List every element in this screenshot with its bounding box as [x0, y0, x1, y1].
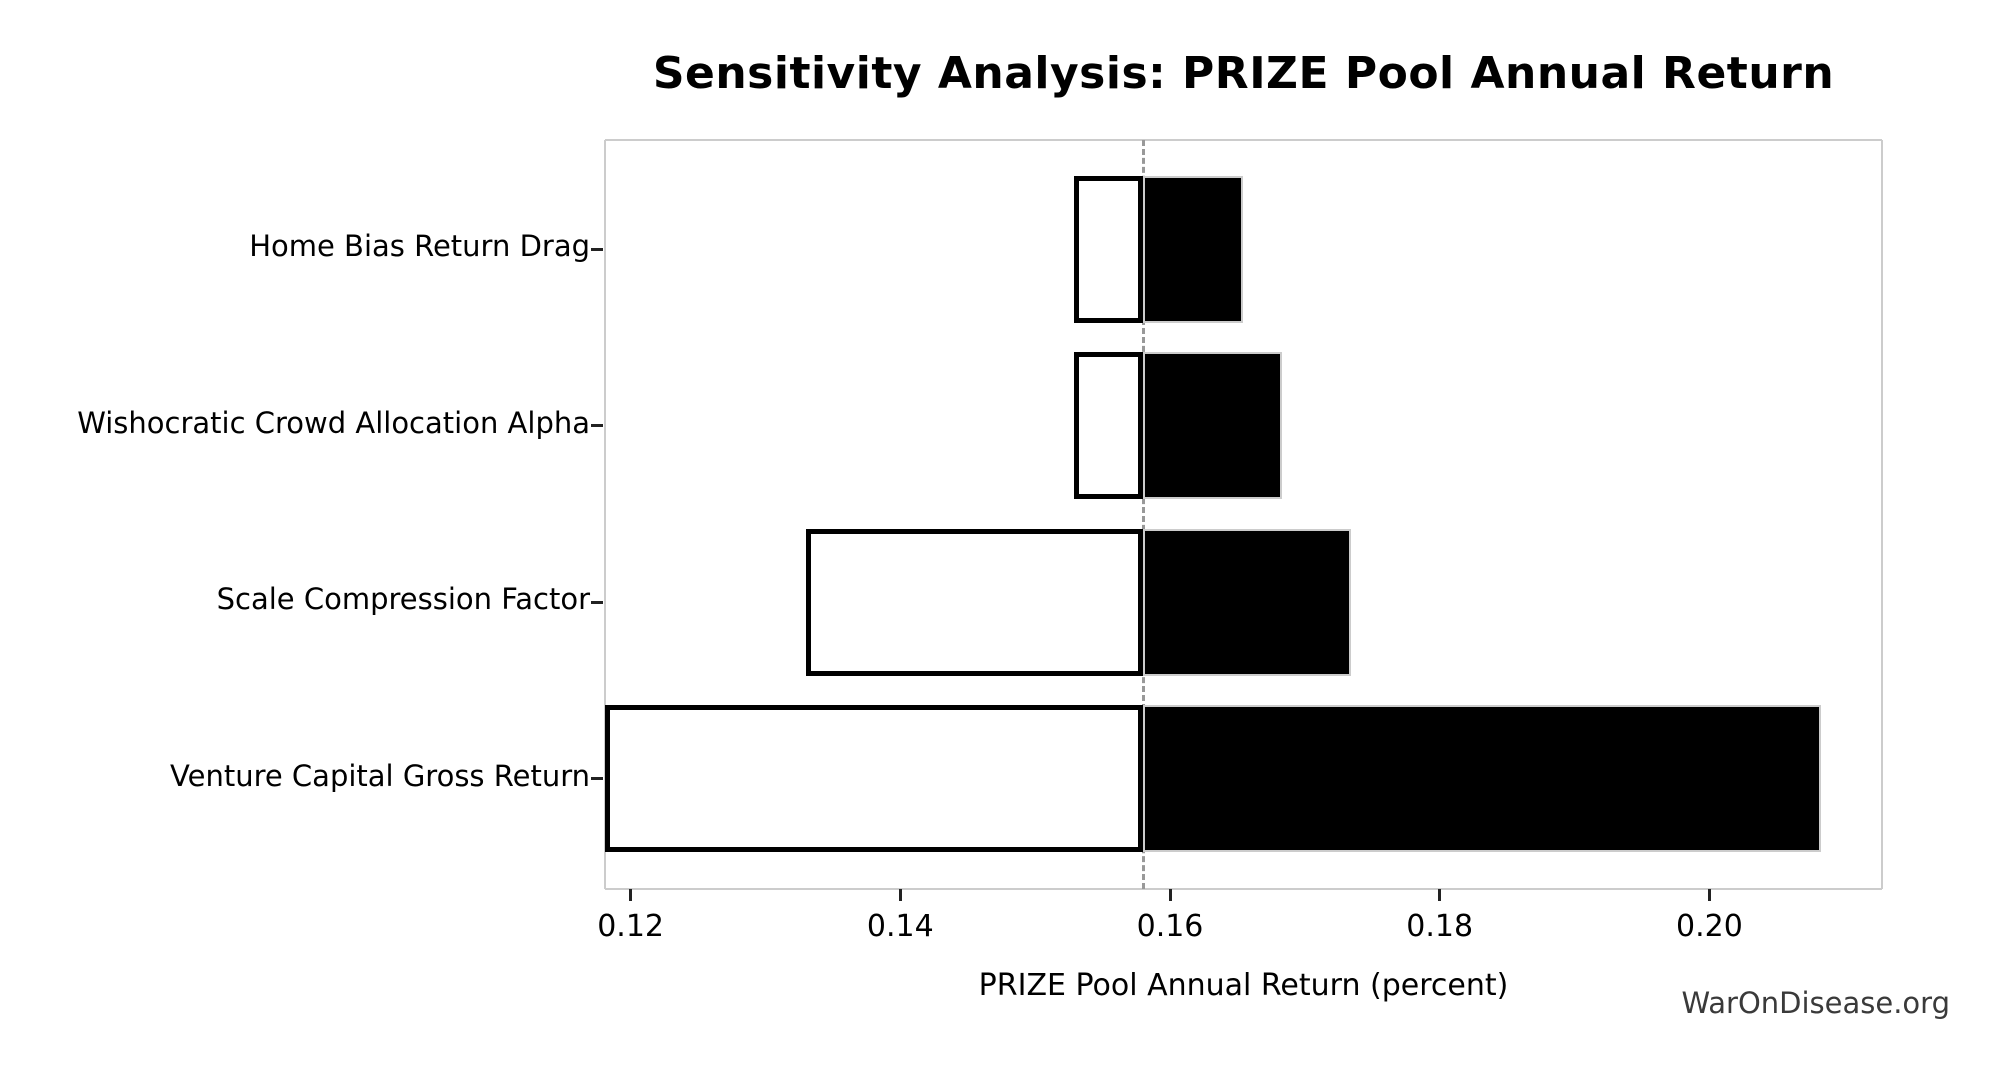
- chart-title: Sensitivity Analysis: PRIZE Pool Annual …: [652, 48, 1835, 99]
- x-tick-mark: [898, 889, 902, 901]
- x-tick-mark: [629, 889, 633, 901]
- x-tick-mark: [1707, 889, 1711, 901]
- bar-low-segment: [1074, 352, 1144, 499]
- y-tick-label: Venture Capital Gross Return: [170, 758, 590, 793]
- y-axis-spine: [604, 140, 606, 889]
- bar-low-segment: [805, 528, 1144, 676]
- y-tick-mark: [591, 424, 603, 427]
- y-tick-label: Scale Compression Factor: [216, 582, 590, 616]
- bar-high-segment: [1143, 705, 1822, 852]
- x-tick-mark: [1168, 889, 1172, 901]
- top-spine: [605, 139, 1882, 141]
- x-tick-label: 0.14: [866, 909, 934, 944]
- y-tick-mark: [591, 600, 603, 604]
- x-tick-label: 0.20: [1675, 909, 1743, 944]
- x-tick-label: 0.12: [597, 909, 665, 944]
- x-tick-label: 0.18: [1406, 909, 1474, 944]
- x-axis-spine: [605, 888, 1882, 890]
- y-tick-mark: [591, 247, 603, 251]
- y-tick-label: Home Bias Return Drag: [249, 229, 590, 263]
- baseline-dashed-line: [1141, 140, 1145, 889]
- x-tick-label: 0.16: [1136, 909, 1204, 944]
- watermark-text: WarOnDisease.org: [1681, 986, 1950, 1020]
- bar-high-segment: [1143, 528, 1351, 676]
- bar-low-segment: [1074, 175, 1144, 323]
- x-axis-title: PRIZE Pool Annual Return (percent): [978, 968, 1509, 1003]
- bar-low-segment: [605, 705, 1144, 852]
- bar-high-segment: [1143, 352, 1282, 499]
- y-tick-mark: [591, 777, 603, 780]
- x-tick-mark: [1438, 889, 1442, 901]
- y-tick-label: Wishocratic Crowd Allocation Alpha: [77, 405, 590, 440]
- right-spine: [1881, 140, 1883, 889]
- bar-high-segment: [1143, 175, 1243, 323]
